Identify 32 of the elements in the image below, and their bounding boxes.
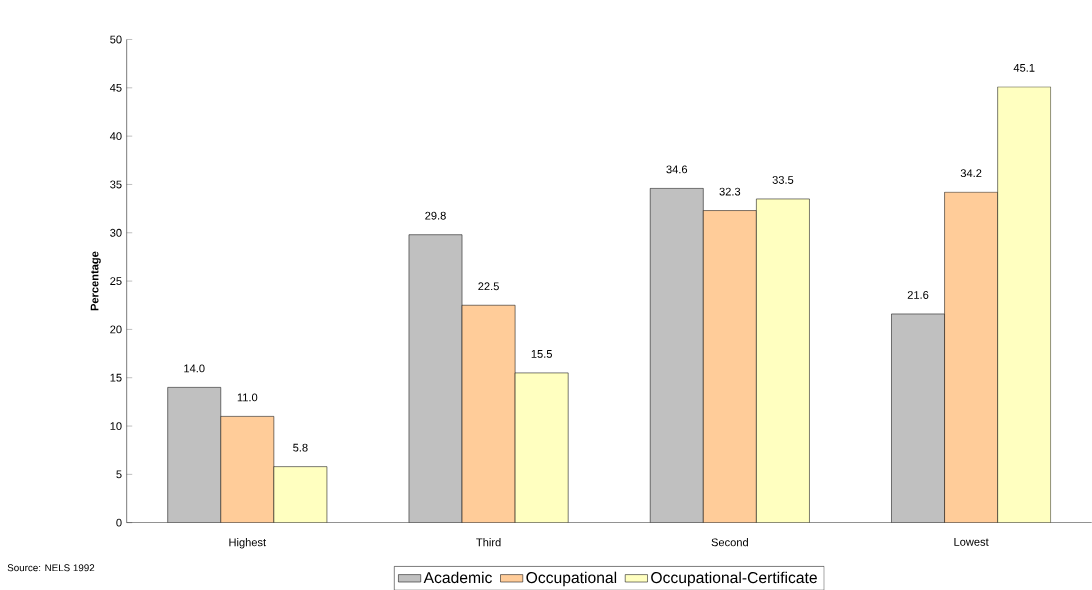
y-tick-label: 40: [109, 132, 122, 140]
source-note: Source: NELS 1992: [7, 564, 95, 571]
y-tick-label: 30: [110, 228, 122, 237]
data-label: 15.5: [531, 349, 552, 358]
legend-label: Academic: [423, 571, 492, 583]
y-tick-label: 25: [110, 276, 122, 285]
data-label: 32.3: [719, 187, 741, 196]
x-tick-label: Third: [476, 537, 501, 547]
y-tick-label: 15: [110, 373, 122, 382]
legend-label: Occupational: [526, 571, 617, 587]
y-tick-label: 35: [110, 180, 122, 189]
y-tick-label: 20: [110, 325, 122, 334]
x-tick-label: Second: [711, 537, 748, 547]
x-tick-label: Highest: [229, 537, 267, 549]
y-tick-label: 10: [110, 421, 122, 430]
y-tick-label: 45: [109, 83, 122, 92]
data-label: 34.6: [666, 165, 688, 174]
y-tick-label: 0: [116, 518, 122, 527]
data-label: 21.6: [907, 290, 929, 299]
data-label: 22.5: [478, 282, 499, 290]
data-label: 5.8: [293, 443, 308, 452]
y-tick-label: 5: [116, 470, 122, 479]
legend-label: Occupational-Certificate: [651, 571, 817, 587]
x-tick-label: Lowest: [954, 537, 989, 546]
data-label: 29.8: [425, 211, 446, 220]
y-axis-title: Percentage: [90, 251, 101, 311]
data-label: 14.0: [184, 364, 205, 373]
y-tick-label: 50: [110, 35, 122, 44]
data-label: 34.2: [960, 169, 982, 177]
data-label: 45.1: [1013, 63, 1035, 72]
data-label: 33.5: [772, 175, 794, 184]
data-label: 11.0: [237, 393, 258, 402]
